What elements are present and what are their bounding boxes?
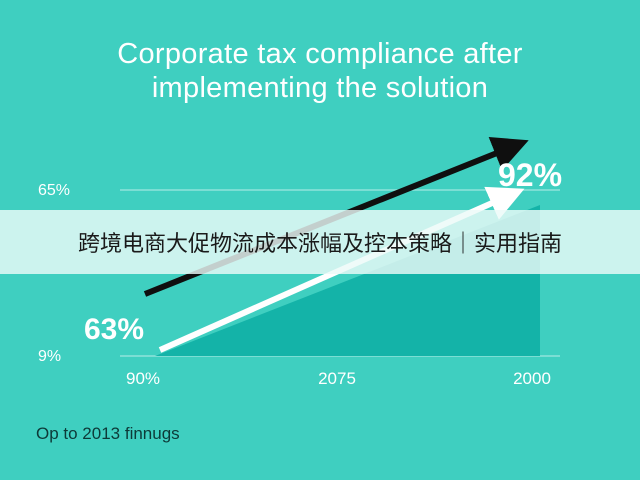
y-tick-label: 65% <box>38 182 70 199</box>
chart-title-line-2: implementing the solution <box>151 72 489 104</box>
data-label-end: 92% <box>498 157 562 193</box>
x-tick-label: 90% <box>126 369 160 388</box>
chart-footnote: Op to 2013 finnugs <box>36 424 180 443</box>
overlay-banner: 跨境电商大促物流成本涨幅及控本策略｜实用指南 <box>0 210 640 274</box>
x-tick-label: 2075 <box>318 369 356 388</box>
data-label-start: 63% <box>84 313 144 346</box>
x-tick-label: 2000 <box>513 369 551 388</box>
chart-title-line-1: Corporate tax compliance after <box>117 38 523 70</box>
y-tick-label: 9% <box>38 348 61 365</box>
